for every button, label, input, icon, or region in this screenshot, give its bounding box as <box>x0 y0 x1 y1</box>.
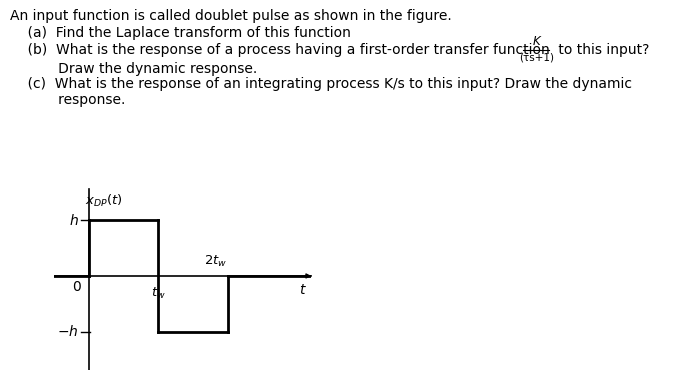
Text: An input function is called doublet pulse as shown in the figure.: An input function is called doublet puls… <box>10 9 452 23</box>
Text: response.: response. <box>10 93 125 107</box>
Text: $-h$: $-h$ <box>57 324 79 339</box>
Text: (τs+1): (τs+1) <box>519 53 554 62</box>
Text: to this input?: to this input? <box>554 43 650 57</box>
Text: 0: 0 <box>72 280 81 294</box>
Text: $h$: $h$ <box>68 213 79 228</box>
Text: $t$: $t$ <box>299 283 307 297</box>
Text: $t_w$: $t_w$ <box>151 286 166 301</box>
Text: K: K <box>532 35 540 48</box>
Text: (b)  What is the response of a process having a first-order transfer function: (b) What is the response of a process ha… <box>10 43 550 57</box>
Text: $2t_w$: $2t_w$ <box>204 254 227 269</box>
Text: Draw the dynamic response.: Draw the dynamic response. <box>10 62 257 76</box>
Text: (c)  What is the response of an integrating process K/s to this input? Draw the : (c) What is the response of an integrati… <box>10 77 632 91</box>
Text: (a)  Find the Laplace transform of this function: (a) Find the Laplace transform of this f… <box>10 26 351 40</box>
Text: $x_{DP}(t)$: $x_{DP}(t)$ <box>85 193 123 209</box>
